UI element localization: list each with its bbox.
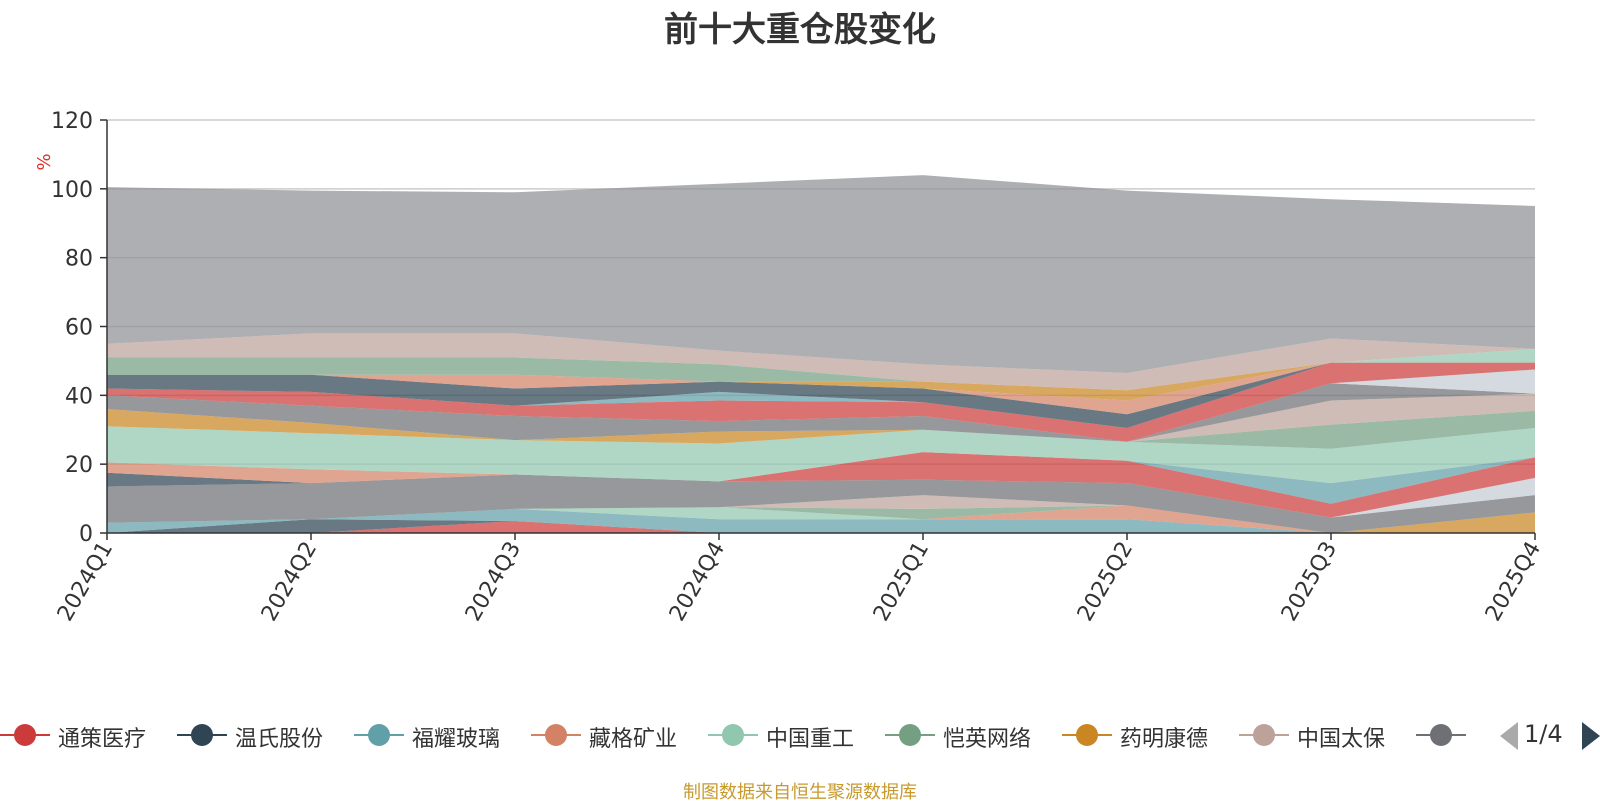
legend-label: 药明康德	[1120, 727, 1209, 752]
area-series-8	[107, 474, 1535, 533]
x-tick-label-3: 2024Q4	[665, 538, 730, 626]
x-tick-label-1: 2024Q2	[257, 538, 322, 626]
legend-label: 藏格矿业	[589, 727, 678, 752]
legend-label: 福耀玻璃	[412, 727, 501, 752]
area-series-5	[107, 505, 1535, 533]
area-series-6	[107, 505, 1535, 533]
source-note: 制图数据来自恒生聚源数据库	[683, 782, 917, 803]
area-series-2	[107, 508, 1535, 533]
x-tick-label-2: 2024Q3	[461, 538, 526, 626]
legend-prev-arrow-icon[interactable]	[1500, 722, 1518, 750]
legend-item[interactable]: 通策医疗	[0, 715, 170, 755]
y-tick-label-6: 120	[51, 109, 93, 134]
x-tick-label-6: 2025Q3	[1277, 538, 1342, 626]
y-tick-label-3: 60	[65, 316, 93, 341]
legend-item[interactable]	[1416, 715, 1480, 755]
legend-label: 中国重工	[766, 727, 855, 752]
area-series-24	[107, 362, 1535, 401]
legend-item[interactable]: 中国重工	[708, 715, 878, 755]
area-series-27	[107, 333, 1535, 391]
area-series-23	[107, 362, 1535, 415]
x-tick-label-4: 2025Q1	[869, 538, 934, 626]
area-series-17	[107, 393, 1535, 442]
legend-dot-icon	[368, 724, 390, 746]
legend: 通策医疗 温氏股份 福耀玻璃 藏格矿业 中国重工 恺英网络 药明康德 中国太保	[0, 715, 1480, 755]
area-series-25	[107, 357, 1535, 391]
legend-item[interactable]: 福耀玻璃	[354, 715, 524, 755]
legend-item[interactable]: 藏格矿业	[531, 715, 701, 755]
legend-dot-icon	[191, 724, 213, 746]
area-series-11	[107, 452, 1535, 504]
x-tick-label-5: 2025Q2	[1073, 538, 1138, 626]
legend-item[interactable]: 温氏股份	[177, 715, 347, 755]
area-series-20	[107, 362, 1535, 442]
area-series-22	[107, 362, 1535, 428]
area-series-14	[107, 426, 1535, 484]
chart-title: 前十大重仓股变化	[664, 10, 936, 50]
legend-dot-icon	[1253, 724, 1275, 746]
y-tick-label-1: 20	[65, 453, 93, 478]
legend-label: 温氏股份	[235, 727, 324, 752]
legend-item[interactable]: 中国太保	[1239, 715, 1409, 755]
y-tick-label-5: 100	[51, 178, 93, 203]
area-series-13	[107, 452, 1535, 484]
y-tick-label-4: 80	[65, 247, 93, 272]
area-series-12	[107, 452, 1535, 487]
legend-pager: 1/4	[1500, 718, 1600, 754]
y-tick-label-2: 40	[65, 384, 93, 409]
y-axis-label: %	[34, 153, 55, 170]
x-tick-label-0: 2024Q1	[53, 538, 118, 626]
legend-label: 恺英网络	[943, 727, 1032, 752]
legend-label: 中国太保	[1297, 727, 1386, 752]
area-series-7	[107, 495, 1535, 533]
legend-label: 通策医疗	[58, 727, 147, 752]
legend-dot-icon	[14, 724, 36, 746]
legend-dot-icon	[899, 724, 921, 746]
area-series-1	[107, 519, 1535, 533]
y-tick-label-0: 0	[79, 522, 93, 547]
area-series-16	[107, 409, 1535, 449]
legend-dot-icon	[1430, 724, 1452, 746]
legend-item[interactable]: 药明康德	[1062, 715, 1232, 755]
x-tick-label-7: 2025Q4	[1481, 538, 1546, 626]
legend-dot-icon	[545, 724, 567, 746]
area-series-28	[107, 175, 1535, 373]
legend-page-indicator: 1/4	[1524, 720, 1563, 748]
stacked-area-chart: 0 20 40 60 80 100 120% 2024Q1 2024Q2 2024Q3 2024Q4…	[34, 109, 1546, 626]
legend-item[interactable]: 恺英网络	[885, 715, 1055, 755]
legend-dot-icon	[1076, 724, 1098, 746]
legend-next-arrow-icon[interactable]	[1582, 722, 1600, 750]
legend-dot-icon	[722, 724, 744, 746]
